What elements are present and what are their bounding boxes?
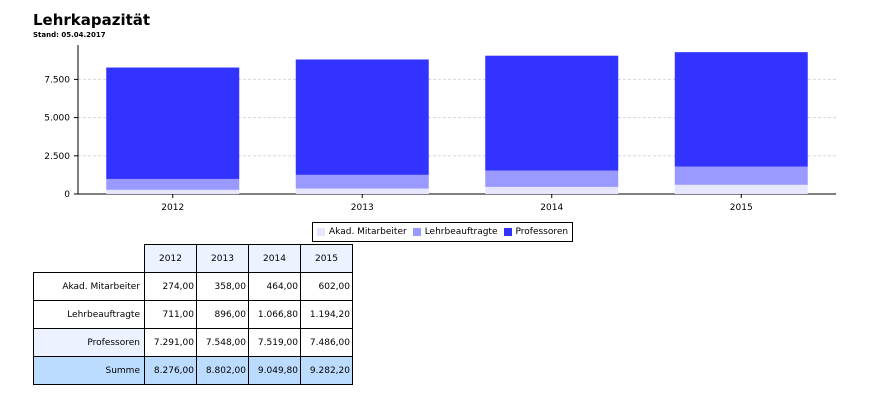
- bar-professoren: [485, 55, 619, 171]
- table-cell: 9.282,20: [300, 356, 353, 385]
- stacked-bar-chart: 0 2.500 5.000 7.500 2012 2013 2014 2015: [44, 45, 836, 213]
- legend-swatch-akad: [317, 228, 325, 236]
- table-sum-row: Summe 8.276,00 8.802,00 9.049,80 9.282,2…: [33, 356, 353, 385]
- bar-akad: [674, 184, 808, 194]
- bar-akad: [295, 188, 429, 194]
- x-tick-label: 2012: [161, 203, 184, 213]
- table-cell: 1.066,80: [248, 300, 301, 329]
- table-row-label: Professoren: [33, 328, 145, 357]
- legend-item-akad: Akad. Mitarbeiter: [317, 227, 407, 237]
- table-row-label: Lehrbeauftragte: [33, 300, 145, 329]
- bar-professoren: [674, 52, 808, 167]
- chart-legend: Akad. Mitarbeiter Lehrbeauftragte Profes…: [312, 222, 574, 242]
- legend-swatch-professoren: [503, 228, 512, 236]
- table-corner: [34, 245, 145, 273]
- table-column-header: 2012: [144, 244, 197, 273]
- bar-lehrbeauftragte: [485, 170, 619, 187]
- table-row-label: Akad. Mitarbeiter: [33, 272, 145, 301]
- legend-label-akad: Akad. Mitarbeiter: [329, 227, 407, 237]
- bar-lehrbeauftragte: [295, 174, 429, 189]
- table-cell: 1.194,20: [300, 300, 353, 329]
- table-column-header: 2015: [300, 244, 353, 273]
- bar-akad: [485, 186, 619, 194]
- y-tick-label: 5.000: [44, 114, 70, 124]
- table-cell: 358,00: [196, 272, 249, 301]
- table-cell: 9.049,80: [248, 356, 301, 385]
- table-cell: 464,00: [248, 272, 301, 301]
- table-cell: 7.519,00: [248, 328, 301, 357]
- table-cell: 7.291,00: [144, 328, 197, 357]
- y-tick-label: 7.500: [44, 75, 70, 85]
- table-cell: 711,00: [144, 300, 197, 329]
- table-cell: 896,00: [196, 300, 249, 329]
- legend-item-professoren: Professoren: [503, 227, 569, 237]
- x-tick-label: 2014: [540, 203, 563, 213]
- chart-title: Lehrkapazität: [33, 11, 151, 29]
- table-column-header: 2013: [196, 244, 249, 273]
- table-row: Akad. Mitarbeiter 274,00 358,00 464,00 6…: [33, 272, 353, 301]
- y-tick-label: 0: [64, 190, 70, 200]
- y-tick-label: 2.500: [44, 152, 70, 162]
- x-tick-label: 2013: [351, 203, 374, 213]
- table-cell: 8.276,00: [144, 356, 197, 385]
- table-cell: 274,00: [144, 272, 197, 301]
- bar-professoren: [106, 67, 240, 179]
- bar-lehrbeauftragte: [106, 178, 240, 190]
- data-table: 2012 2013 2014 2015 Akad. Mitarbeiter 27…: [33, 244, 353, 385]
- table-header-row: 2012 2013 2014 2015: [34, 244, 353, 273]
- x-tick-label: 2015: [730, 203, 753, 213]
- table-row: Lehrbeauftragte 711,00 896,00 1.066,80 1…: [33, 300, 353, 329]
- table-row-label: Summe: [33, 356, 145, 385]
- table-column-header: 2014: [248, 244, 301, 273]
- bar-lehrbeauftragte: [674, 166, 808, 185]
- legend-swatch-lehrbeauftragte: [412, 228, 421, 236]
- bar-professoren: [295, 59, 429, 175]
- legend-label-lehrbeauftragte: Lehrbeauftragte: [424, 227, 498, 237]
- chart-subtitle: Stand: 05.04.2017: [33, 31, 106, 39]
- legend-item-lehrbeauftragte: Lehrbeauftragte: [412, 227, 498, 237]
- table-cell: 7.548,00: [196, 328, 249, 357]
- table-cell: 8.802,00: [196, 356, 249, 385]
- table-cell: 602,00: [300, 272, 353, 301]
- table-row: Professoren 7.291,00 7.548,00 7.519,00 7…: [33, 328, 353, 357]
- table-cell: 7.486,00: [300, 328, 353, 357]
- legend-label-professoren: Professoren: [515, 227, 569, 237]
- bar-akad: [106, 189, 240, 194]
